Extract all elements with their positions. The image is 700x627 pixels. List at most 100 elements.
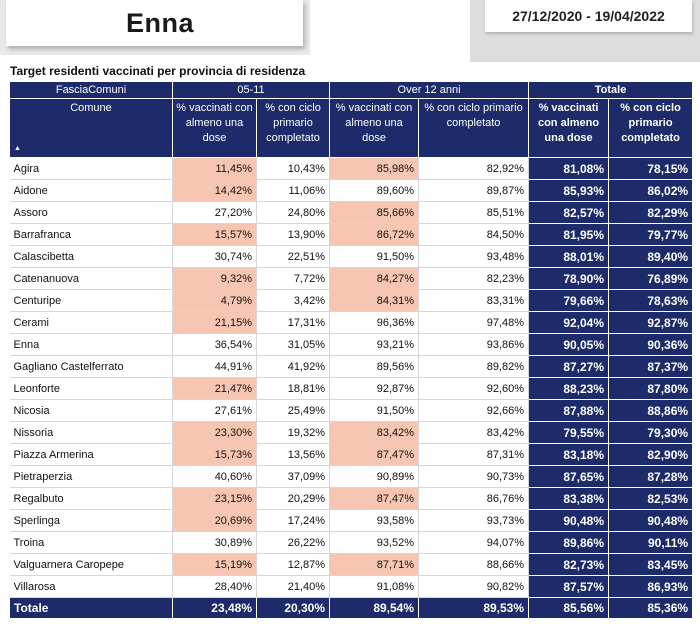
column-header-05-11-ciclo[interactable]: % con ciclo primario completato bbox=[255, 98, 331, 158]
table-row[interactable]: Nissoria 23,30% 19,32% 83,42% 83,42% 79,55% 79… bbox=[9, 421, 694, 444]
cell-over12-dose: 84,31% bbox=[329, 289, 420, 312]
cell-over12-ciclo: 84,50% bbox=[418, 223, 530, 246]
cell-over12-dose: 87,47% bbox=[329, 443, 420, 466]
cell-totale-ciclo: 92,87% bbox=[608, 311, 694, 334]
cell-totale-ciclo: 82,29% bbox=[608, 201, 694, 224]
cell-totale-ciclo: 82,53% bbox=[608, 487, 694, 510]
cell-over12-ciclo: 83,42% bbox=[418, 421, 530, 444]
sort-ascending-icon[interactable]: ▲ bbox=[14, 145, 21, 152]
cell-05-11-dose: 23,15% bbox=[172, 487, 257, 510]
cell-over12-ciclo: 87,31% bbox=[418, 443, 530, 466]
table-row[interactable]: Leonforte 21,47% 18,81% 92,87% 92,60% 88,23% 8… bbox=[9, 377, 694, 400]
group-header-fasciacomuni: FasciaComuni bbox=[9, 81, 173, 99]
comune-name: Piazza Armerina bbox=[9, 443, 173, 466]
cell-over12-ciclo: 92,60% bbox=[418, 377, 530, 400]
cell-05-11-dose: 15,19% bbox=[172, 553, 257, 576]
table-row[interactable]: Valguarnera Caropepe 15,19% 12,87% 87,71% 88… bbox=[9, 553, 694, 576]
comune-name: Assoro bbox=[9, 201, 173, 224]
cell-totale-dose: 87,27% bbox=[528, 355, 610, 378]
column-header-over12-dose[interactable]: % vaccinati con almeno una dose bbox=[329, 98, 420, 158]
cell-totale-dose: 88,01% bbox=[528, 245, 610, 268]
cell-totale-dose: 82,73% bbox=[528, 553, 610, 576]
table-row[interactable]: Assoro 27,20% 24,80% 85,66% 85,51% 82,57% 82,2… bbox=[9, 201, 694, 224]
table-row[interactable]: Aidone 14,42% 11,06% 89,60% 89,87% 85,93% 86,0… bbox=[9, 179, 694, 202]
table-row[interactable]: Catenanuova 9,32% 7,72% 84,27% 82,23% 78,90% 7… bbox=[9, 267, 694, 290]
table-row[interactable]: Sperlinga 20,69% 17,24% 93,58% 93,73% 90,48% 9… bbox=[9, 509, 694, 532]
cell-totale-ciclo: 87,37% bbox=[608, 355, 694, 378]
vaccination-table: FasciaComuni 05-11 Over 12 anni Totale C… bbox=[9, 81, 694, 619]
cell-05-11-dose: 23,30% bbox=[172, 421, 257, 444]
cell-totale-dose: 92,04% bbox=[528, 311, 610, 334]
total-totale-dose: 85,56% bbox=[528, 597, 610, 619]
cell-totale-dose: 81,95% bbox=[528, 223, 610, 246]
cell-over12-ciclo: 93,86% bbox=[418, 333, 530, 356]
cell-over12-dose: 90,89% bbox=[329, 465, 420, 488]
column-header-totale-dose[interactable]: % vaccinati con almeno una dose bbox=[528, 98, 610, 158]
cell-over12-dose: 86,72% bbox=[329, 223, 420, 246]
cell-05-11-ciclo: 21,40% bbox=[256, 575, 331, 598]
cell-totale-ciclo: 86,02% bbox=[608, 179, 694, 202]
cell-05-11-dose: 28,40% bbox=[172, 575, 257, 598]
cell-totale-ciclo: 76,89% bbox=[608, 267, 694, 290]
group-header-05-11: 05-11 bbox=[171, 81, 331, 99]
cell-05-11-ciclo: 24,80% bbox=[256, 201, 331, 224]
table-row[interactable]: Cerami 21,15% 17,31% 96,36% 97,48% 92,04% 92,8… bbox=[9, 311, 694, 334]
total-row: Totale 23,48% 20,30% 89,54% 89,53% 85,56… bbox=[9, 597, 694, 619]
cell-over12-dose: 89,56% bbox=[329, 355, 420, 378]
total-over12-dose: 89,54% bbox=[329, 597, 420, 619]
cell-over12-ciclo: 97,48% bbox=[418, 311, 530, 334]
cell-over12-ciclo: 92,66% bbox=[418, 399, 530, 422]
cell-over12-dose: 93,58% bbox=[329, 509, 420, 532]
cell-05-11-ciclo: 22,51% bbox=[256, 245, 331, 268]
cell-05-11-dose: 9,32% bbox=[172, 267, 257, 290]
cell-totale-dose: 85,93% bbox=[528, 179, 610, 202]
cell-totale-dose: 88,23% bbox=[528, 377, 610, 400]
cell-totale-ciclo: 90,11% bbox=[608, 531, 694, 554]
cell-over12-dose: 87,47% bbox=[329, 487, 420, 510]
cell-over12-ciclo: 93,48% bbox=[418, 245, 530, 268]
column-header-comune[interactable]: Comune ▲ bbox=[9, 98, 173, 158]
comune-name: Pietraperzia bbox=[9, 465, 173, 488]
cell-over12-ciclo: 89,82% bbox=[418, 355, 530, 378]
cell-05-11-ciclo: 7,72% bbox=[256, 267, 331, 290]
cell-totale-ciclo: 86,93% bbox=[608, 575, 694, 598]
table-row[interactable]: Nicosia 27,61% 25,49% 91,50% 92,66% 87,88% 88,… bbox=[9, 399, 694, 422]
table-row[interactable]: Regalbuto 23,15% 20,29% 87,47% 86,76% 83,38% 8… bbox=[9, 487, 694, 510]
comune-name: Gagliano Castelferrato bbox=[9, 355, 173, 378]
cell-05-11-ciclo: 37,09% bbox=[256, 465, 331, 488]
cell-over12-ciclo: 82,92% bbox=[418, 157, 530, 180]
table-row[interactable]: Calascibetta 30,74% 22,51% 91,50% 93,48% 88,0… bbox=[9, 245, 694, 268]
cell-05-11-dose: 14,42% bbox=[172, 179, 257, 202]
total-label: Totale bbox=[9, 597, 173, 619]
column-header-05-11-dose[interactable]: % vaccinati con almeno una dose bbox=[172, 98, 257, 158]
column-header-over12-ciclo[interactable]: % con ciclo primario completato bbox=[418, 98, 530, 158]
cell-totale-ciclo: 82,90% bbox=[608, 443, 694, 466]
cell-totale-dose: 79,55% bbox=[528, 421, 610, 444]
cell-05-11-ciclo: 17,31% bbox=[256, 311, 331, 334]
cell-05-11-ciclo: 19,32% bbox=[256, 421, 331, 444]
cell-over12-dose: 83,42% bbox=[329, 421, 420, 444]
province-title-card: Enna bbox=[6, 0, 303, 46]
province-title: Enna bbox=[126, 7, 195, 38]
cell-totale-ciclo: 89,40% bbox=[608, 245, 694, 268]
cell-05-11-ciclo: 12,87% bbox=[256, 553, 331, 576]
table-row[interactable]: Pietraperzia 40,60% 37,09% 90,89% 90,73% 87,6… bbox=[9, 465, 694, 488]
total-over12-ciclo: 89,53% bbox=[418, 597, 530, 619]
table-row[interactable]: Piazza Armerina 15,73% 13,56% 87,47% 87,31% 8… bbox=[9, 443, 694, 466]
table-row[interactable]: Barrafranca 15,57% 13,90% 86,72% 84,50% 81,95… bbox=[9, 223, 694, 246]
cell-05-11-ciclo: 3,42% bbox=[256, 289, 331, 312]
cell-over12-dose: 91,08% bbox=[329, 575, 420, 598]
cell-totale-dose: 83,38% bbox=[528, 487, 610, 510]
table-row[interactable]: Enna 36,54% 31,05% 93,21% 93,86% 90,05% 90,36% bbox=[9, 333, 694, 356]
cell-05-11-ciclo: 11,06% bbox=[256, 179, 331, 202]
cell-05-11-ciclo: 17,24% bbox=[256, 509, 331, 532]
column-header-totale-ciclo[interactable]: % con ciclo primario completato bbox=[608, 98, 694, 158]
table-row[interactable]: Gagliano Castelferrato 44,91% 41,92% 89,56%… bbox=[9, 355, 694, 378]
table-row[interactable]: Agira 11,45% 10,43% 85,98% 82,92% 81,08% 78,15… bbox=[9, 157, 694, 180]
table-row[interactable]: Troina 30,89% 26,22% 93,52% 94,07% 89,86% 90,1… bbox=[9, 531, 694, 554]
cell-05-11-dose: 15,57% bbox=[172, 223, 257, 246]
group-header-over-12: Over 12 anni bbox=[329, 81, 530, 99]
table-row[interactable]: Villarosa 28,40% 21,40% 91,08% 90,82% 87,57% 8… bbox=[9, 575, 694, 598]
table-row[interactable]: Centuripe 4,79% 3,42% 84,31% 83,31% 79,66% 78,… bbox=[9, 289, 694, 312]
date-range-card[interactable]: 27/12/2020 - 19/04/2022 bbox=[485, 0, 692, 32]
